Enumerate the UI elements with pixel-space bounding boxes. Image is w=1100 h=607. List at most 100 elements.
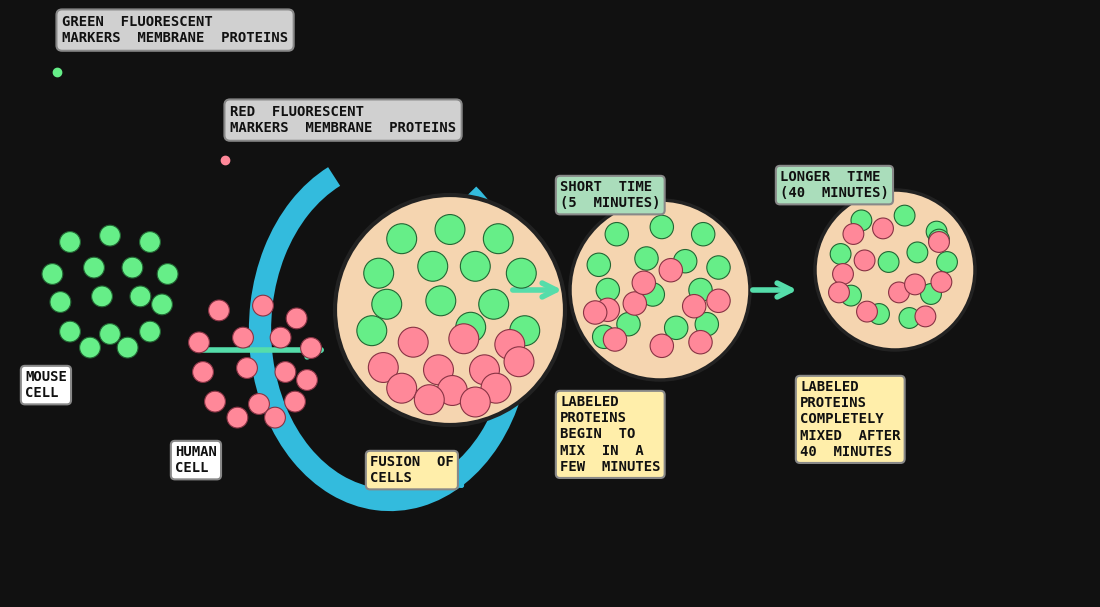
Circle shape [587, 253, 610, 277]
Circle shape [418, 251, 448, 281]
Circle shape [899, 308, 920, 328]
Circle shape [140, 232, 161, 253]
Circle shape [617, 313, 640, 336]
Circle shape [650, 334, 673, 358]
Circle shape [227, 407, 248, 428]
Circle shape [100, 324, 120, 344]
Text: SHORT  TIME
(5  MINUTES): SHORT TIME (5 MINUTES) [560, 180, 660, 210]
Circle shape [682, 294, 706, 318]
Circle shape [42, 263, 63, 285]
Text: MOUSE
CELL: MOUSE CELL [25, 370, 67, 400]
Circle shape [449, 324, 478, 354]
Circle shape [118, 337, 138, 358]
Circle shape [904, 274, 925, 295]
Circle shape [495, 330, 525, 359]
Circle shape [828, 282, 849, 303]
Circle shape [843, 223, 864, 245]
Circle shape [596, 298, 619, 322]
Circle shape [297, 370, 318, 390]
Circle shape [122, 257, 143, 278]
Circle shape [387, 224, 417, 254]
Circle shape [253, 295, 274, 316]
Circle shape [926, 221, 947, 242]
Circle shape [483, 224, 514, 254]
Circle shape [368, 353, 398, 382]
Circle shape [692, 223, 715, 246]
Circle shape [894, 205, 915, 226]
Circle shape [921, 283, 942, 304]
Circle shape [707, 256, 730, 279]
Circle shape [689, 278, 712, 302]
Circle shape [695, 313, 718, 336]
Circle shape [596, 278, 619, 302]
Circle shape [689, 330, 712, 354]
Circle shape [232, 327, 253, 348]
Circle shape [59, 232, 80, 253]
Circle shape [415, 385, 444, 415]
Circle shape [470, 355, 499, 385]
Circle shape [815, 190, 975, 350]
Circle shape [605, 223, 628, 246]
Circle shape [300, 337, 321, 358]
Circle shape [387, 373, 417, 403]
Circle shape [570, 200, 750, 380]
Circle shape [356, 316, 387, 345]
Circle shape [936, 251, 957, 273]
Circle shape [857, 301, 878, 322]
Text: LABELED
PROTEINS
BEGIN  TO
MIX  IN  A
FEW  MINUTES: LABELED PROTEINS BEGIN TO MIX IN A FEW M… [560, 395, 660, 474]
Circle shape [504, 347, 534, 377]
Circle shape [583, 301, 607, 324]
Circle shape [840, 285, 861, 306]
Circle shape [623, 292, 647, 315]
Circle shape [438, 376, 468, 405]
Circle shape [265, 407, 285, 428]
Circle shape [364, 258, 394, 288]
Circle shape [424, 355, 453, 385]
Circle shape [372, 290, 402, 319]
Circle shape [908, 242, 927, 263]
Circle shape [188, 332, 209, 353]
Circle shape [426, 286, 455, 316]
Circle shape [931, 271, 952, 293]
Text: GREEN  FLUORESCENT
MARKERS  MEMBRANE  PROTEINS: GREEN FLUORESCENT MARKERS MEMBRANE PROTE… [62, 15, 288, 45]
Circle shape [271, 327, 292, 348]
Circle shape [59, 321, 80, 342]
Circle shape [50, 291, 70, 313]
Text: LABELED
PROTEINS
COMPLETELY
MIXED  AFTER
40  MINUTES: LABELED PROTEINS COMPLETELY MIXED AFTER … [800, 380, 901, 459]
Circle shape [79, 337, 100, 358]
Circle shape [851, 210, 872, 231]
Circle shape [673, 249, 697, 273]
Text: HUMAN
CELL: HUMAN CELL [175, 445, 217, 475]
Circle shape [872, 218, 893, 239]
Circle shape [461, 251, 491, 281]
Circle shape [632, 271, 656, 294]
Circle shape [130, 286, 151, 307]
Circle shape [635, 247, 658, 270]
Circle shape [478, 290, 508, 319]
Circle shape [249, 393, 270, 415]
Circle shape [833, 263, 854, 285]
Circle shape [889, 282, 910, 303]
Circle shape [192, 362, 213, 382]
Circle shape [436, 214, 465, 245]
Circle shape [650, 215, 673, 239]
Circle shape [152, 294, 173, 315]
Circle shape [603, 328, 627, 351]
Circle shape [481, 373, 510, 403]
Circle shape [659, 259, 682, 282]
Circle shape [664, 316, 688, 339]
Circle shape [209, 300, 230, 321]
Circle shape [91, 286, 112, 307]
Circle shape [830, 243, 851, 265]
Circle shape [509, 316, 540, 345]
Circle shape [398, 327, 428, 357]
Circle shape [455, 312, 486, 342]
Circle shape [928, 229, 949, 250]
Text: FUSION  OF
CELLS: FUSION OF CELLS [370, 455, 453, 485]
Circle shape [878, 251, 899, 273]
Circle shape [915, 306, 936, 327]
Circle shape [928, 232, 949, 253]
Circle shape [869, 304, 890, 324]
Circle shape [100, 225, 120, 246]
Text: LONGER  TIME
(40  MINUTES): LONGER TIME (40 MINUTES) [780, 170, 889, 200]
